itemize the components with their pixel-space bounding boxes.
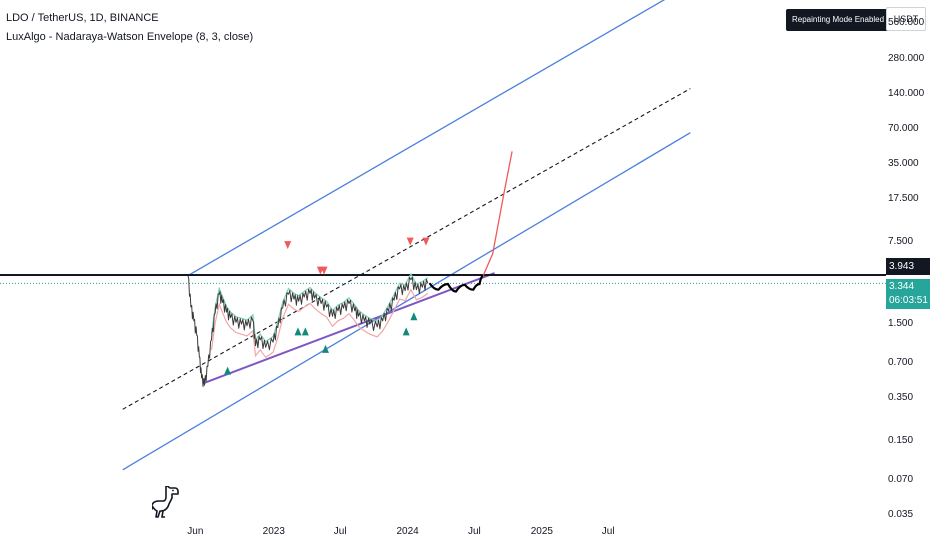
channel-midline xyxy=(122,88,691,410)
countdown-label: 06:03:51 xyxy=(889,295,928,306)
last-price-label: 3.344 xyxy=(889,281,915,292)
up-signal-marker xyxy=(224,366,232,375)
projection-red-path xyxy=(482,151,513,276)
up-signal-marker xyxy=(410,312,418,321)
y-tick-label: 70.000 xyxy=(888,122,919,134)
down-signal-marker xyxy=(422,237,430,246)
down-signal-marker xyxy=(406,237,414,246)
x-tick-label: Jul xyxy=(467,526,481,537)
envelope-lower-band xyxy=(210,288,429,359)
x-tick-label: 2023 xyxy=(262,526,285,537)
projection-black-path xyxy=(428,274,484,293)
y-tick-label: 0.070 xyxy=(888,473,914,485)
y-tick-label: 0.150 xyxy=(888,434,914,446)
channel-lower-line xyxy=(122,132,691,471)
last-price-box: 3.344 06:03:51 xyxy=(886,279,930,309)
y-tick-label: 7.500 xyxy=(888,236,914,248)
support-line xyxy=(203,272,495,384)
indicator-title: LuxAlgo - Nadaraya-Watson Envelope (8, 3… xyxy=(6,31,254,43)
currency-button[interactable]: USDT xyxy=(886,7,926,31)
symbol-title: LDO / TetherUS, 1D, BINANCE xyxy=(6,12,159,24)
x-tick-label: Jul xyxy=(333,526,347,537)
up-signal-marker xyxy=(402,327,410,336)
y-tick-label: 560.000 xyxy=(888,17,925,29)
y-tick-label: 0.350 xyxy=(888,391,914,403)
price-series xyxy=(187,275,429,387)
up-signal-marker xyxy=(301,327,309,336)
x-tick-label: Jul xyxy=(601,526,615,537)
horizontal-level-label: 3.943 xyxy=(886,258,930,275)
channel-upper-line xyxy=(187,0,666,277)
up-signal-marker xyxy=(294,327,302,336)
down-signal-marker xyxy=(320,266,328,275)
x-tick-label: Jun xyxy=(187,526,204,537)
y-tick-label: 0.035 xyxy=(888,508,914,520)
dinosaur-icon xyxy=(152,486,179,518)
up-signal-marker xyxy=(322,344,329,353)
x-tick-label: 2025 xyxy=(530,526,553,537)
y-tick-label: 0.700 xyxy=(888,356,914,368)
repainting-mode-badge: Repainting Mode Enabled xyxy=(786,9,891,31)
x-tick-label: 2024 xyxy=(396,526,419,537)
y-tick-label: 17.500 xyxy=(888,193,919,205)
y-tick-label: 280.000 xyxy=(888,52,925,64)
y-tick-label: 35.000 xyxy=(888,158,919,170)
y-tick-label: 140.000 xyxy=(888,87,925,99)
down-signal-marker xyxy=(284,241,292,250)
y-tick-label: 1.500 xyxy=(888,318,914,330)
